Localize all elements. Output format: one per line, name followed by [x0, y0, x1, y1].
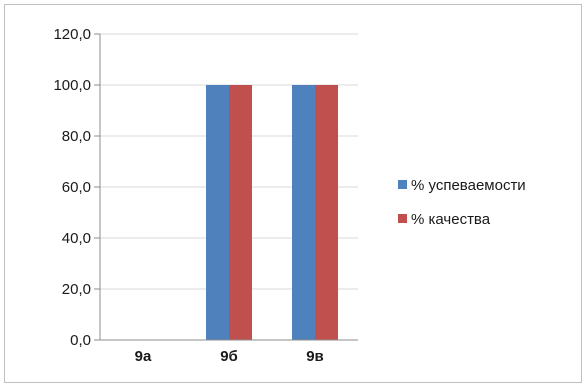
bar [229, 85, 252, 340]
bar [315, 85, 338, 340]
x-axis-category-labels: 9а 9б 9в [135, 348, 324, 365]
legend-label: % успеваемости [411, 177, 526, 194]
y-tick-label: 0,0 [70, 332, 91, 349]
x-tick-label: 9б [220, 348, 238, 365]
legend-label: % качества [411, 211, 491, 228]
y-tick-label: 20,0 [62, 281, 91, 298]
y-tick-label: 60,0 [62, 179, 91, 196]
bar [292, 85, 315, 340]
x-tick-label: 9а [135, 348, 152, 365]
x-tick-label: 9в [306, 348, 324, 365]
axes [99, 34, 358, 341]
bar [206, 85, 229, 340]
legend-swatch [398, 180, 407, 189]
y-axis-tick-labels: 0,0 20,0 40,0 60,0 80,0 100,0 120,0 [53, 26, 91, 349]
legend-swatch [398, 214, 407, 223]
legend: % успеваемости % качества [398, 177, 526, 228]
y-tick-label: 100,0 [53, 77, 91, 94]
bars [206, 85, 338, 340]
y-tick-label: 80,0 [62, 128, 91, 145]
y-tick-label: 120,0 [53, 26, 91, 43]
y-tick-label: 40,0 [62, 230, 91, 247]
